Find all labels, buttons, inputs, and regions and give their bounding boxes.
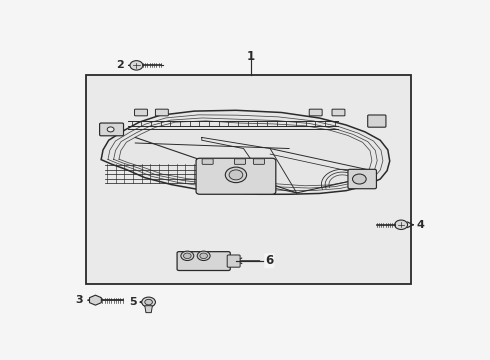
Polygon shape bbox=[90, 295, 101, 305]
FancyBboxPatch shape bbox=[332, 109, 345, 116]
FancyBboxPatch shape bbox=[196, 158, 276, 194]
FancyBboxPatch shape bbox=[99, 123, 123, 136]
Text: 6: 6 bbox=[265, 254, 273, 267]
Circle shape bbox=[184, 253, 191, 258]
Text: 4: 4 bbox=[416, 220, 424, 230]
Circle shape bbox=[200, 253, 207, 258]
Circle shape bbox=[394, 220, 408, 229]
Polygon shape bbox=[145, 306, 152, 312]
FancyBboxPatch shape bbox=[309, 109, 322, 116]
FancyBboxPatch shape bbox=[177, 252, 230, 270]
FancyBboxPatch shape bbox=[368, 115, 386, 127]
Text: 1: 1 bbox=[247, 50, 255, 63]
Text: 2: 2 bbox=[116, 60, 124, 70]
Circle shape bbox=[142, 297, 155, 307]
Circle shape bbox=[229, 170, 243, 180]
Circle shape bbox=[352, 174, 366, 184]
FancyBboxPatch shape bbox=[155, 109, 169, 116]
FancyBboxPatch shape bbox=[227, 255, 240, 267]
Circle shape bbox=[197, 251, 210, 261]
Circle shape bbox=[145, 299, 152, 305]
FancyBboxPatch shape bbox=[253, 159, 265, 164]
Circle shape bbox=[181, 251, 194, 261]
FancyBboxPatch shape bbox=[135, 109, 147, 116]
FancyBboxPatch shape bbox=[348, 169, 376, 189]
Circle shape bbox=[225, 167, 246, 183]
Circle shape bbox=[107, 127, 114, 132]
Circle shape bbox=[130, 61, 143, 70]
FancyBboxPatch shape bbox=[234, 159, 245, 164]
Bar bbox=[86, 75, 411, 284]
Text: 5: 5 bbox=[129, 297, 137, 307]
Text: 3: 3 bbox=[75, 295, 83, 305]
FancyBboxPatch shape bbox=[202, 159, 213, 164]
Polygon shape bbox=[101, 110, 390, 194]
